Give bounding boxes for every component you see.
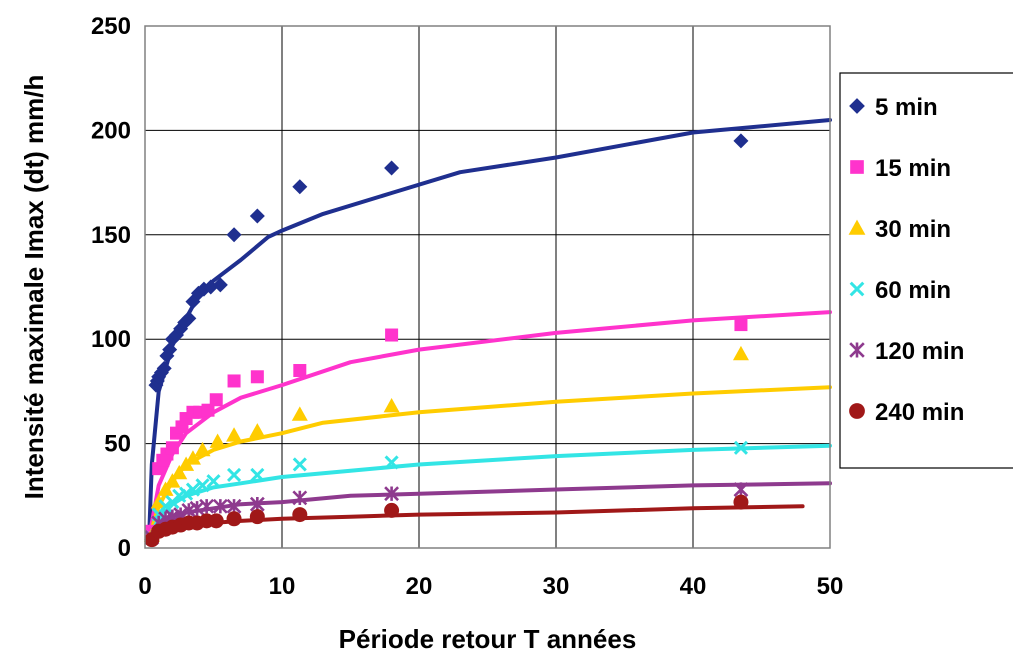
legend-marker-15-min <box>850 160 864 174</box>
point-5-min <box>181 310 197 326</box>
point-60-min <box>206 474 221 489</box>
point-30-min <box>157 481 174 496</box>
point-240-min <box>733 494 749 510</box>
point-120-min <box>249 496 265 512</box>
point-60-min <box>384 455 399 470</box>
point-30-min <box>291 406 308 421</box>
point-15-min <box>250 370 264 384</box>
point-5-min <box>249 208 265 224</box>
point-60-min <box>195 478 210 493</box>
point-120-min <box>292 490 308 506</box>
point-120-min <box>384 486 400 502</box>
point-15-min <box>165 441 179 455</box>
point-120-min <box>733 482 749 497</box>
point-5-min <box>292 179 308 195</box>
point-240-min <box>226 511 242 527</box>
y-tick-label: 200 <box>91 117 131 144</box>
point-30-min <box>209 433 226 448</box>
point-60-min <box>250 467 265 482</box>
point-5-min <box>733 133 749 149</box>
x-tick-label: 10 <box>269 573 296 600</box>
point-5-min <box>212 277 228 293</box>
point-5-min <box>156 360 172 376</box>
point-15-min <box>201 403 215 417</box>
legend-marker-240-min <box>849 403 865 419</box>
legend-frame <box>839 72 1013 469</box>
point-60-min <box>226 467 242 482</box>
plot-area-frame <box>144 25 831 549</box>
x-tick-label: 40 <box>680 573 707 600</box>
point-240-min <box>249 509 265 525</box>
legend-label-30-min: 30 min <box>875 216 951 243</box>
point-15-min <box>293 364 307 378</box>
y-tick-label: 0 <box>118 535 131 562</box>
point-30-min <box>249 423 266 438</box>
y-tick-label: 250 <box>91 13 131 40</box>
y-tick-label: 100 <box>91 326 131 353</box>
point-240-min <box>292 507 308 523</box>
point-15-min <box>227 374 241 388</box>
x-tick-label: 0 <box>138 573 151 600</box>
point-30-min <box>184 450 201 465</box>
point-60-min <box>185 482 201 497</box>
y-tick-label: 150 <box>91 222 131 249</box>
point-30-min <box>171 464 188 480</box>
point-5-min <box>384 160 400 176</box>
legend: 5 min 15 min 30 min 60 min 120 min 240 min <box>839 72 1013 469</box>
point-30-min <box>732 345 749 361</box>
point-5-min <box>226 227 242 243</box>
point-240-min <box>384 502 400 518</box>
tick-labels: 0 10 20 30 40 50 0 50 100 150 200 250 <box>91 13 843 600</box>
point-15-min <box>734 318 748 332</box>
legend-marker-30-min <box>848 219 866 235</box>
x-tick-label: 50 <box>817 573 844 600</box>
point-120-min <box>199 498 215 514</box>
point-120-min <box>212 498 228 514</box>
point-60-min <box>733 440 749 455</box>
legend-label-240-min: 240 min <box>875 399 964 426</box>
point-15-min <box>385 328 399 342</box>
x-tick-label: 30 <box>543 573 570 600</box>
legend-marker-60-min <box>849 281 865 297</box>
point-60-min <box>179 486 194 501</box>
point-30-min <box>383 398 400 413</box>
point-60-min <box>292 457 307 472</box>
point-5-min <box>162 342 178 358</box>
point-120-min <box>226 498 242 514</box>
y-tick-label: 50 <box>104 431 131 458</box>
point-30-min <box>226 427 243 442</box>
x-tick-label: 20 <box>406 573 433 600</box>
point-30-min <box>194 441 211 457</box>
legend-label-60-min: 60 min <box>875 277 951 304</box>
data-points <box>143 133 749 548</box>
point-240-min <box>208 513 224 529</box>
point-15-min <box>209 393 223 407</box>
legend-marker-120-min <box>849 342 865 358</box>
legend-label-15-min: 15 min <box>875 155 951 182</box>
legend-label-120-min: 120 min <box>875 338 964 365</box>
x-axis-title: Période retour T années <box>339 624 637 654</box>
point-30-min <box>164 473 181 488</box>
point-5-min <box>203 279 219 295</box>
y-axis-title: Intensité maximale Imax (dt) mm/h <box>19 75 49 500</box>
point-60-min <box>158 499 173 514</box>
legend-label-5-min: 5 min <box>875 94 938 121</box>
legend-marker-5-min <box>849 98 865 114</box>
